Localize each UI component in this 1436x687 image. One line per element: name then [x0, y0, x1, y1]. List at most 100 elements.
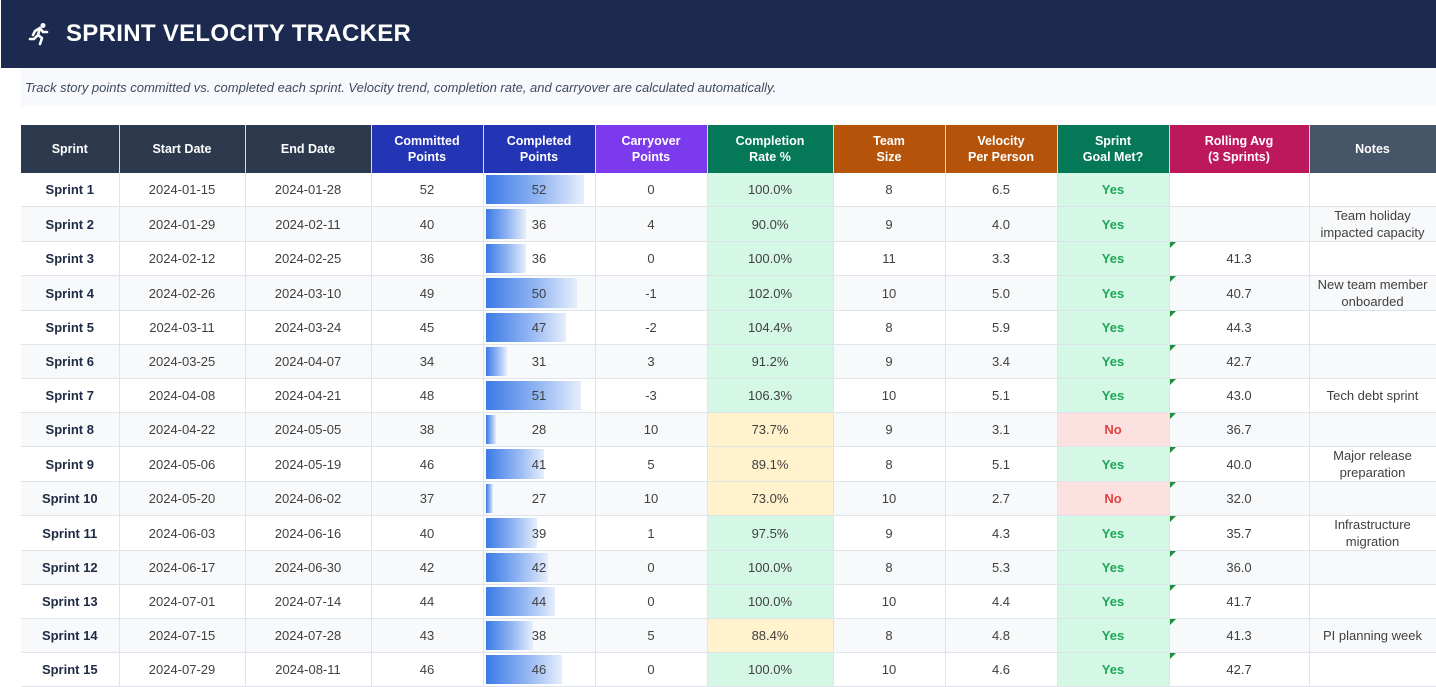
completion-rate-cell[interactable]: 102.0%	[707, 275, 834, 311]
table-row[interactable]: Sprint 1 2024-01-15 2024-01-28 52 52 0 100.0% 8…	[21, 173, 1436, 207]
carryover-cell[interactable]: 5	[595, 446, 708, 482]
carryover-cell[interactable]: 4	[595, 206, 708, 242]
completion-rate-cell[interactable]: 73.0%	[707, 481, 834, 516]
completed-cell[interactable]: 47	[483, 310, 596, 345]
team-size-cell[interactable]: 8	[833, 446, 946, 482]
goal-met-cell[interactable]: Yes	[1057, 378, 1170, 413]
end-date-cell[interactable]: 2024-05-05	[245, 412, 372, 447]
velocity-cell[interactable]: 5.1	[945, 446, 1058, 482]
table-row[interactable]: Sprint 9 2024-05-06 2024-05-19 46 41 5 89.1% 8 5…	[21, 446, 1436, 482]
completion-rate-cell[interactable]: 88.4%	[707, 618, 834, 653]
committed-cell[interactable]: 38	[371, 412, 484, 447]
column-header-carryover-points[interactable]: Carryover Points	[595, 125, 708, 173]
table-row[interactable]: Sprint 10 2024-05-20 2024-06-02 37 27 10 73.0%…	[21, 481, 1436, 516]
start-date-cell[interactable]: 2024-07-29	[119, 652, 246, 687]
column-header-velocity-per-person[interactable]: Velocity Per Person	[945, 125, 1058, 173]
end-date-cell[interactable]: 2024-02-11	[245, 206, 372, 242]
team-size-cell[interactable]: 8	[833, 310, 946, 345]
end-date-cell[interactable]: 2024-06-30	[245, 550, 372, 585]
completed-cell[interactable]: 42	[483, 550, 596, 585]
start-date-cell[interactable]: 2024-06-17	[119, 550, 246, 585]
committed-cell[interactable]: 34	[371, 344, 484, 379]
completed-cell[interactable]: 51	[483, 378, 596, 413]
completion-rate-cell[interactable]: 100.0%	[707, 652, 834, 687]
goal-met-cell[interactable]: Yes	[1057, 344, 1170, 379]
completion-rate-cell[interactable]: 100.0%	[707, 584, 834, 619]
start-date-cell[interactable]: 2024-05-20	[119, 481, 246, 516]
team-size-cell[interactable]: 8	[833, 173, 946, 207]
notes-cell[interactable]	[1309, 652, 1436, 687]
sprint-cell[interactable]: Sprint 14	[21, 618, 120, 653]
sprint-cell[interactable]: Sprint 13	[21, 584, 120, 619]
goal-met-cell[interactable]: Yes	[1057, 515, 1170, 551]
velocity-cell[interactable]: 3.1	[945, 412, 1058, 447]
carryover-cell[interactable]: 1	[595, 515, 708, 551]
table-row[interactable]: Sprint 14 2024-07-15 2024-07-28 43 38 5 88.4% 8…	[21, 618, 1436, 653]
velocity-cell[interactable]: 4.3	[945, 515, 1058, 551]
committed-cell[interactable]: 40	[371, 515, 484, 551]
velocity-cell[interactable]: 5.3	[945, 550, 1058, 585]
rolling-avg-cell[interactable]: 40.7	[1169, 275, 1310, 311]
sprint-cell[interactable]: Sprint 8	[21, 412, 120, 447]
goal-met-cell[interactable]: No	[1057, 481, 1170, 516]
column-header-rolling-avg[interactable]: Rolling Avg (3 Sprints)	[1169, 125, 1310, 173]
end-date-cell[interactable]: 2024-03-24	[245, 310, 372, 345]
completion-rate-cell[interactable]: 104.4%	[707, 310, 834, 345]
committed-cell[interactable]: 42	[371, 550, 484, 585]
sprint-cell[interactable]: Sprint 1	[21, 173, 120, 207]
carryover-cell[interactable]: 3	[595, 344, 708, 379]
completed-cell[interactable]: 41	[483, 446, 596, 482]
table-row[interactable]: Sprint 5 2024-03-11 2024-03-24 45 47 -2 104.4%…	[21, 310, 1436, 345]
team-size-cell[interactable]: 10	[833, 275, 946, 311]
carryover-cell[interactable]: 10	[595, 481, 708, 516]
goal-met-cell[interactable]: Yes	[1057, 446, 1170, 482]
goal-met-cell[interactable]: No	[1057, 412, 1170, 447]
committed-cell[interactable]: 46	[371, 446, 484, 482]
sprint-cell[interactable]: Sprint 3	[21, 241, 120, 276]
committed-cell[interactable]: 45	[371, 310, 484, 345]
team-size-cell[interactable]: 9	[833, 412, 946, 447]
rolling-avg-cell[interactable]: 41.3	[1169, 618, 1310, 653]
completed-cell[interactable]: 50	[483, 275, 596, 311]
notes-cell[interactable]: Infrastructure migration	[1309, 515, 1436, 551]
carryover-cell[interactable]: 0	[595, 173, 708, 207]
completed-cell[interactable]: 28	[483, 412, 596, 447]
end-date-cell[interactable]: 2024-06-02	[245, 481, 372, 516]
team-size-cell[interactable]: 9	[833, 515, 946, 551]
notes-cell[interactable]	[1309, 310, 1436, 345]
end-date-cell[interactable]: 2024-08-11	[245, 652, 372, 687]
team-size-cell[interactable]: 11	[833, 241, 946, 276]
column-header-start-date[interactable]: Start Date	[119, 125, 246, 173]
goal-met-cell[interactable]: Yes	[1057, 173, 1170, 207]
start-date-cell[interactable]: 2024-06-03	[119, 515, 246, 551]
carryover-cell[interactable]: 5	[595, 618, 708, 653]
notes-cell[interactable]: Major release preparation	[1309, 446, 1436, 482]
rolling-avg-cell[interactable]: 42.7	[1169, 652, 1310, 687]
end-date-cell[interactable]: 2024-05-19	[245, 446, 372, 482]
column-header-completed-points[interactable]: Completed Points	[483, 125, 596, 173]
rolling-avg-cell[interactable]: 32.0	[1169, 481, 1310, 516]
completed-cell[interactable]: 39	[483, 515, 596, 551]
rolling-avg-cell[interactable]: 36.0	[1169, 550, 1310, 585]
start-date-cell[interactable]: 2024-02-26	[119, 275, 246, 311]
table-row[interactable]: Sprint 7 2024-04-08 2024-04-21 48 51 -3 106.3%…	[21, 378, 1436, 413]
column-header-team-size[interactable]: Team Size	[833, 125, 946, 173]
start-date-cell[interactable]: 2024-05-06	[119, 446, 246, 482]
table-row[interactable]: Sprint 4 2024-02-26 2024-03-10 49 50 -1 102.0%…	[21, 275, 1436, 311]
rolling-avg-cell[interactable]: 36.7	[1169, 412, 1310, 447]
team-size-cell[interactable]: 9	[833, 206, 946, 242]
committed-cell[interactable]: 40	[371, 206, 484, 242]
rolling-avg-cell[interactable]: 41.7	[1169, 584, 1310, 619]
start-date-cell[interactable]: 2024-03-11	[119, 310, 246, 345]
start-date-cell[interactable]: 2024-01-29	[119, 206, 246, 242]
goal-met-cell[interactable]: Yes	[1057, 652, 1170, 687]
end-date-cell[interactable]: 2024-06-16	[245, 515, 372, 551]
velocity-cell[interactable]: 5.9	[945, 310, 1058, 345]
column-header-sprint-goal-met[interactable]: Sprint Goal Met?	[1057, 125, 1170, 173]
sprint-cell[interactable]: Sprint 4	[21, 275, 120, 311]
notes-cell[interactable]	[1309, 173, 1436, 207]
completion-rate-cell[interactable]: 100.0%	[707, 173, 834, 207]
start-date-cell[interactable]: 2024-03-25	[119, 344, 246, 379]
sprint-cell[interactable]: Sprint 2	[21, 206, 120, 242]
velocity-cell[interactable]: 4.4	[945, 584, 1058, 619]
